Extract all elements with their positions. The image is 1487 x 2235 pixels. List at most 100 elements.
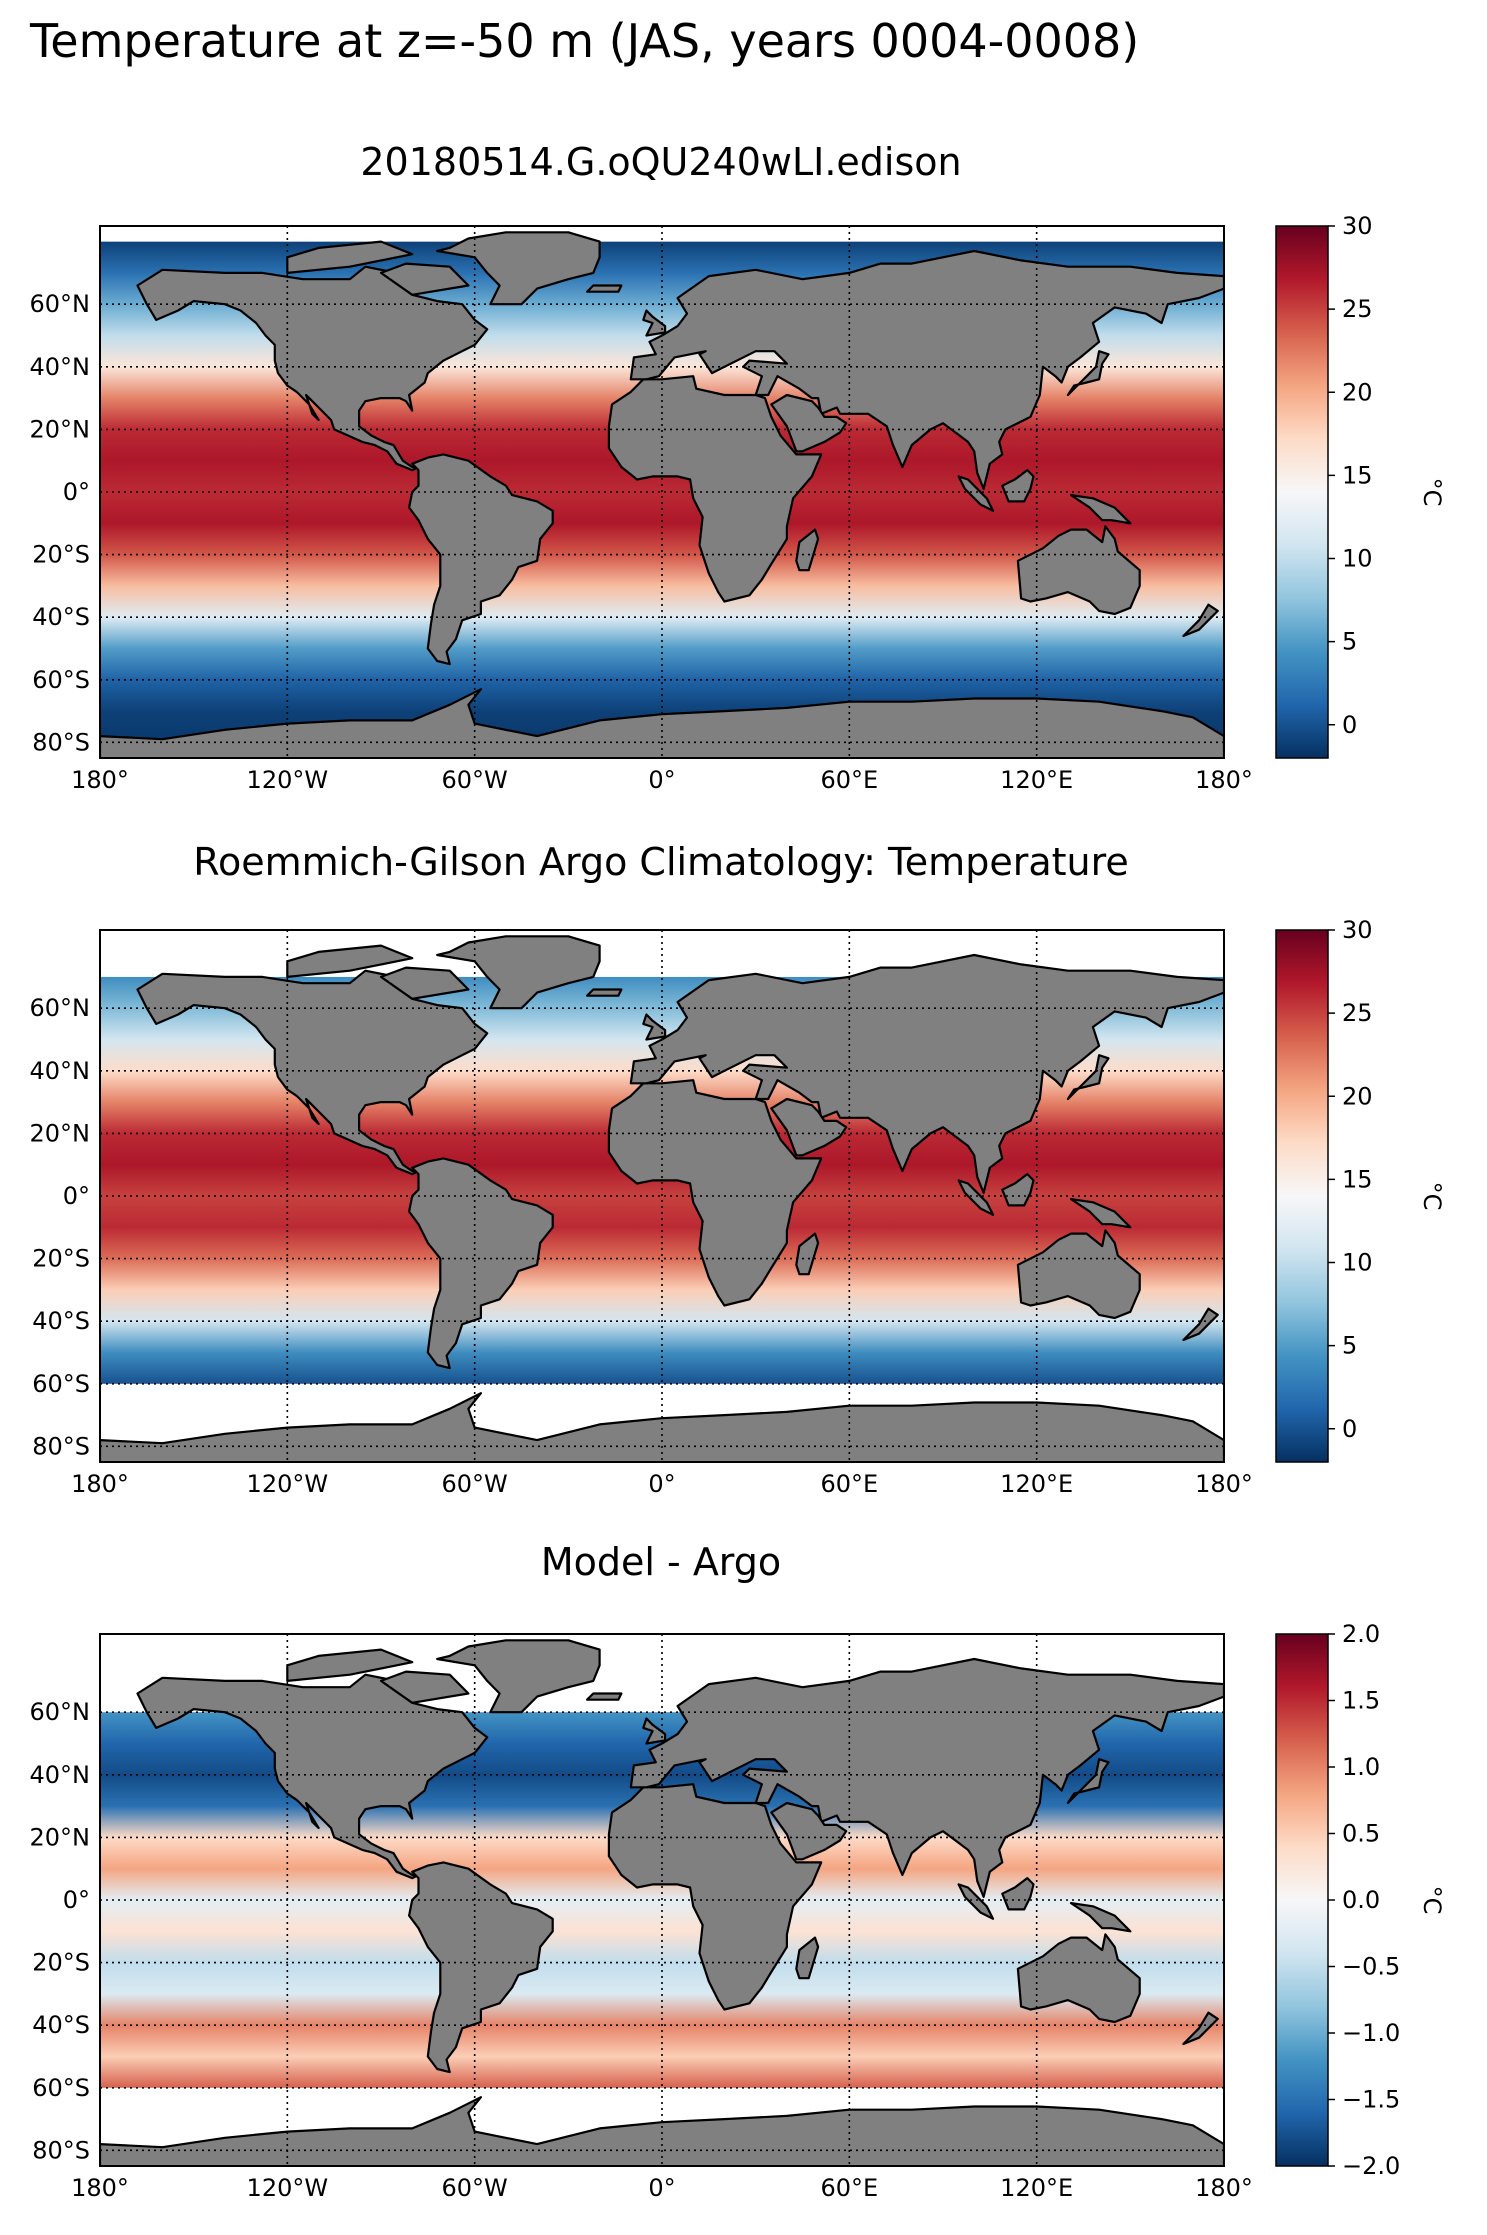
land-south-america [408, 1861, 554, 2074]
land-iceland [585, 988, 623, 997]
lon-tick-label: 180° [1195, 1470, 1253, 1498]
land-north-america [136, 969, 489, 1176]
lat-tick-label: 40°N [30, 1761, 91, 1789]
land-madagascar [795, 1232, 820, 1276]
lon-tick-label: 180° [71, 766, 129, 794]
lat-tick-label: 20°N [30, 1823, 91, 1851]
lat-tick-label: 60°S [32, 2074, 90, 2102]
land-greenbritain [642, 1013, 667, 1041]
colorbar-tick-label: 15 [1342, 461, 1373, 489]
lat-tick-label: 0° [63, 1182, 90, 1210]
colorbar-tick-label: 25 [1342, 999, 1373, 1027]
lat-tick-label: 80°S [32, 1432, 90, 1460]
lon-tick-label: 180° [71, 2174, 129, 2202]
land-antarctica [100, 2096, 1224, 2166]
lon-tick-label: 60°W [442, 766, 508, 794]
land-madagascar [795, 1936, 820, 1980]
colorbar-tick-label: 2.0 [1342, 1620, 1380, 1648]
lon-tick-label: 120°E [1000, 766, 1073, 794]
land-south-america [408, 453, 554, 666]
colorbar-tick-label: 20 [1342, 1082, 1373, 1110]
land-greenbritain [642, 309, 667, 337]
land-iceland [585, 1692, 623, 1701]
land-north-america [136, 1673, 489, 1880]
colorbar-tick-label: −1.0 [1342, 2019, 1400, 2047]
colorbar-bar [1275, 929, 1329, 1463]
lat-tick-label: 60°S [32, 1370, 90, 1398]
lat-tick-label: 40°N [30, 353, 91, 381]
lon-tick-label: 120°W [247, 1470, 329, 1498]
land-africa [607, 1079, 823, 1307]
colorbar-tick-label: 15 [1342, 1165, 1373, 1193]
colorbar-label: °C [1418, 1182, 1446, 1211]
colorbar-label: °C [1418, 1886, 1446, 1915]
lon-tick-label: 180° [71, 1470, 129, 1498]
land-africa [607, 1783, 823, 2011]
land-australia [1016, 1933, 1141, 2024]
land-arabia [770, 1801, 848, 1861]
colorbar-tick-label: 10 [1342, 545, 1373, 573]
lat-tick-label: 60°N [30, 994, 91, 1022]
land-greenland [436, 1639, 601, 1714]
colorbar-tick-label: 30 [1342, 212, 1373, 240]
lon-tick-label: 60°E [820, 2174, 878, 2202]
colorbar-tick-label: 10 [1342, 1249, 1373, 1277]
land-south-america [408, 1157, 554, 1370]
land-greenbritain [642, 1717, 667, 1745]
colorbar-3: 2.0 1.5 1.0 0.5 0.0 −0.5 −1.0 −1.5 −2.0 °C [1275, 1620, 1446, 2180]
land-new-zealand [1182, 2011, 1219, 2046]
colorbar-bar [1275, 1633, 1329, 2167]
land-greenland [436, 935, 601, 1010]
lat-tick-label: 20°N [30, 415, 91, 443]
lon-tick-label: 0° [648, 2174, 675, 2202]
colorbar-tick-label: 5 [1342, 628, 1357, 656]
colorbar-tick-label: 25 [1342, 295, 1373, 323]
lon-tick-label: 60°W [442, 1470, 508, 1498]
land-japan [1066, 1054, 1110, 1101]
colorbar-tick-label: 0 [1342, 1415, 1357, 1443]
land-antarctica [100, 1392, 1224, 1462]
panel-2-title: Roemmich-Gilson Argo Climatology: Temper… [193, 840, 1129, 884]
colorbar-tick-label: −0.5 [1342, 1953, 1400, 1981]
lon-tick-label: 0° [648, 1470, 675, 1498]
colorbar-tick-label: 0.0 [1342, 1886, 1380, 1914]
land-japan [1066, 1758, 1110, 1805]
colorbar-tick-label: 0.5 [1342, 1820, 1380, 1848]
land-arabia [770, 1097, 848, 1157]
land-eurasia [629, 249, 1224, 490]
land-sumatra [957, 1883, 995, 1920]
lat-tick-label: 40°S [32, 603, 90, 631]
lon-tick-label: 0° [648, 766, 675, 794]
colorbar-label: °C [1418, 478, 1446, 507]
colorbar-bar [1275, 225, 1329, 759]
colorbar-tick-label: −2.0 [1342, 2152, 1400, 2180]
land-borneo [1001, 1876, 1035, 1911]
lat-tick-label: 60°N [30, 290, 91, 318]
land-borneo [1001, 1172, 1035, 1207]
colorbar-tick-label: 0 [1342, 711, 1357, 739]
lon-tick-label: 180° [1195, 2174, 1253, 2202]
land-north-america [136, 265, 489, 472]
land-africa [607, 375, 823, 603]
lon-tick-label: 60°E [820, 1470, 878, 1498]
land-antarctica [100, 688, 1224, 758]
land-baffin [379, 966, 470, 1000]
lat-tick-label: 80°S [32, 728, 90, 756]
colorbar-2: 30 25 20 15 10 5 0 °C [1275, 916, 1446, 1463]
lat-tick-label: 0° [63, 1886, 90, 1914]
lat-tick-label: 20°S [32, 1949, 90, 1977]
colorbar-tick-label: 1.0 [1342, 1753, 1380, 1781]
figure-title: Temperature at z=-50 m (JAS, years 0004-… [30, 14, 1140, 68]
lon-tick-label: 120°E [1000, 1470, 1073, 1498]
land-greenland [436, 231, 601, 306]
land-baffin [379, 1670, 470, 1704]
lat-tick-label: 80°S [32, 2136, 90, 2164]
land-madagascar [795, 528, 820, 572]
land-japan [1066, 350, 1110, 397]
map-panel-2: 60°N 40°N 20°N 0° 20°S 40°S 60°S 80°S 180° 120°W 6… [30, 929, 1253, 1498]
lat-tick-label: 20°S [32, 1245, 90, 1273]
lon-tick-label: 120°W [247, 2174, 329, 2202]
lon-tick-label: 60°E [820, 766, 878, 794]
